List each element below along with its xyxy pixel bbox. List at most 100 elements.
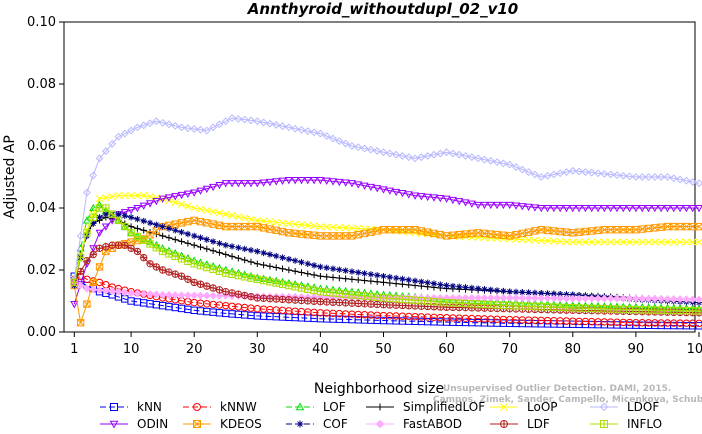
data-point bbox=[134, 215, 141, 223]
data-point bbox=[688, 178, 697, 186]
x-axis: 1 10 20 30 40 50 60 70 80 90 100 bbox=[70, 332, 702, 357]
data-point bbox=[456, 283, 463, 290]
data-point bbox=[310, 128, 318, 137]
data-point bbox=[385, 187, 394, 195]
data-point bbox=[613, 238, 621, 246]
data-point bbox=[234, 290, 243, 298]
data-point bbox=[323, 264, 330, 272]
data-point bbox=[373, 272, 381, 279]
data-point bbox=[177, 123, 186, 132]
data-point bbox=[196, 125, 205, 134]
data-point bbox=[102, 211, 110, 218]
data-point bbox=[518, 236, 526, 244]
data-point bbox=[505, 160, 514, 169]
data-point bbox=[114, 216, 123, 225]
data-point bbox=[341, 299, 350, 307]
data-point bbox=[386, 279, 394, 287]
data-point bbox=[114, 241, 123, 249]
data-point bbox=[543, 294, 552, 303]
data-point bbox=[361, 277, 368, 284]
legend-item-loop: LoOP bbox=[490, 400, 558, 414]
data-point bbox=[76, 267, 85, 276]
data-point bbox=[108, 241, 116, 249]
data-point bbox=[328, 178, 338, 186]
data-point bbox=[600, 204, 609, 213]
data-point bbox=[518, 294, 527, 302]
data-point bbox=[481, 286, 488, 293]
series-line bbox=[74, 275, 700, 324]
data-point bbox=[140, 227, 147, 234]
data-point bbox=[354, 181, 363, 189]
data-point bbox=[593, 204, 603, 213]
data-point bbox=[695, 322, 702, 330]
data-point bbox=[209, 291, 218, 300]
data-point bbox=[310, 222, 318, 230]
watermark-line-1: Unsupervised Outlier Detection. DAMI, 20… bbox=[443, 384, 671, 394]
data-point bbox=[76, 319, 85, 327]
data-point bbox=[651, 238, 659, 246]
data-point bbox=[278, 122, 287, 131]
y-tick-label: 0.10 bbox=[27, 15, 56, 30]
data-point bbox=[140, 217, 147, 225]
data-point bbox=[234, 180, 243, 188]
data-point bbox=[499, 231, 508, 239]
data-point bbox=[172, 227, 179, 234]
data-point bbox=[184, 240, 192, 247]
series-knnw bbox=[70, 272, 702, 328]
data-point bbox=[549, 204, 558, 213]
data-point bbox=[228, 180, 237, 188]
data-point bbox=[70, 301, 79, 309]
data-point bbox=[253, 275, 262, 284]
data-point bbox=[442, 195, 451, 203]
data-point bbox=[336, 266, 343, 273]
data-point bbox=[102, 204, 110, 212]
data-point bbox=[234, 114, 243, 123]
data-point bbox=[437, 281, 444, 288]
data-point bbox=[216, 249, 223, 256]
data-point bbox=[448, 196, 457, 205]
data-point bbox=[297, 125, 306, 134]
data-point bbox=[70, 278, 79, 287]
data-point bbox=[404, 191, 413, 199]
data-point bbox=[562, 168, 571, 176]
data-point bbox=[436, 195, 445, 203]
data-point bbox=[379, 148, 388, 157]
data-point bbox=[285, 255, 293, 263]
data-point bbox=[462, 284, 469, 291]
data-point bbox=[341, 179, 350, 187]
data-point bbox=[171, 270, 179, 278]
data-point bbox=[688, 204, 697, 213]
data-point bbox=[650, 173, 659, 181]
data-point bbox=[316, 297, 325, 306]
data-point bbox=[127, 207, 136, 215]
data-point bbox=[695, 295, 702, 304]
data-point bbox=[651, 224, 659, 232]
data-point bbox=[96, 214, 103, 221]
data-point bbox=[342, 267, 349, 274]
legend-label: INFLO bbox=[627, 417, 662, 431]
data-point bbox=[316, 223, 324, 231]
data-point bbox=[259, 118, 268, 127]
data-point bbox=[127, 223, 135, 230]
data-point bbox=[177, 291, 186, 300]
data-point bbox=[518, 203, 527, 211]
data-point bbox=[221, 180, 230, 188]
data-point bbox=[392, 150, 401, 159]
data-point bbox=[291, 257, 299, 264]
data-point bbox=[436, 149, 445, 158]
data-point bbox=[612, 204, 622, 213]
data-point bbox=[279, 254, 286, 261]
data-point bbox=[376, 403, 384, 411]
data-point bbox=[404, 153, 413, 162]
data-point bbox=[120, 209, 129, 217]
data-point bbox=[171, 193, 180, 201]
x-tick-label: 30 bbox=[249, 342, 266, 357]
data-point bbox=[310, 262, 318, 269]
data-point bbox=[241, 214, 249, 222]
data-point bbox=[511, 202, 521, 210]
data-point bbox=[695, 319, 702, 328]
data-point bbox=[682, 238, 690, 246]
data-point bbox=[329, 265, 337, 272]
data-point bbox=[285, 266, 293, 274]
data-point bbox=[247, 292, 255, 301]
